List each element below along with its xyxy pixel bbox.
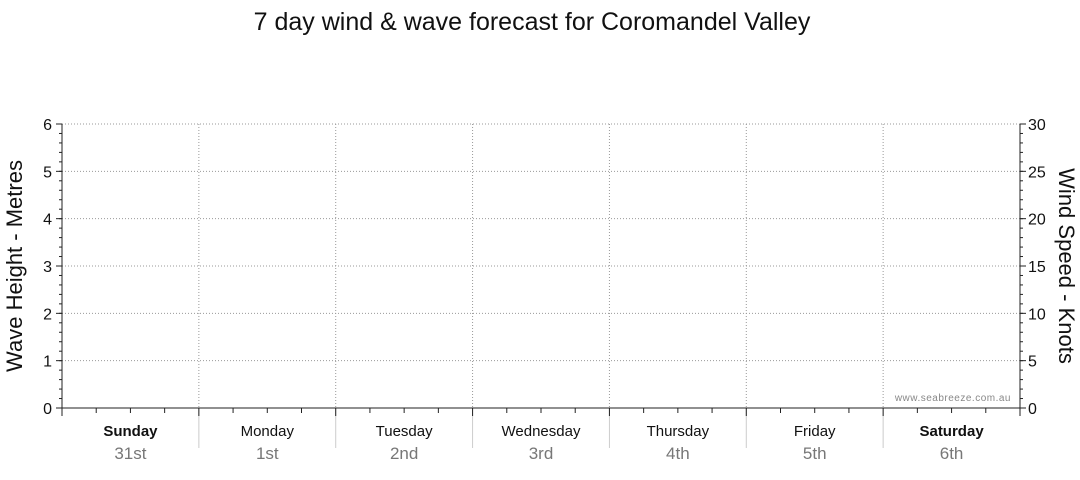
day-date-label: 1st xyxy=(256,444,279,463)
day-name-label: Tuesday xyxy=(376,423,433,440)
day-date-label: 5th xyxy=(803,444,827,463)
y-axis-label-right: Wind Speed - Knots xyxy=(1054,168,1079,364)
chart-title: 7 day wind & wave forecast for Coromande… xyxy=(254,8,811,36)
y-right-tick-label: 0 xyxy=(1028,401,1037,418)
y-right-tick-label: 25 xyxy=(1028,164,1046,181)
day-name-label: Monday xyxy=(241,423,295,440)
day-labels: Sunday 31st Monday 1st Tuesday 2nd Wednesday 3r… xyxy=(103,423,984,463)
y-right-tick-label: 20 xyxy=(1028,212,1046,229)
watermark-text: www.seabreeze.com.au xyxy=(894,393,1011,404)
axes xyxy=(56,123,1026,448)
day-date-label: 3rd xyxy=(529,444,554,463)
y-left-tick-label: 4 xyxy=(43,212,52,229)
y-left-tick-label: 1 xyxy=(43,354,52,371)
y-right-tick-label: 5 xyxy=(1028,354,1037,371)
y-left-tick-label: 0 xyxy=(43,401,52,418)
y-right-tick-label: 30 xyxy=(1028,117,1046,134)
day-name-label: Thursday xyxy=(647,423,710,440)
day-date-label: 4th xyxy=(666,444,690,463)
day-name-label: Wednesday xyxy=(502,423,581,440)
y-left-tick-label: 6 xyxy=(43,117,52,134)
day-date-label: 31st xyxy=(114,444,146,463)
day-name-label: Friday xyxy=(794,423,836,440)
grid-lines xyxy=(62,123,1020,408)
y-left-tick-label: 2 xyxy=(43,306,52,323)
y-right-tick-label: 15 xyxy=(1028,259,1046,276)
y-right-tick-label: 10 xyxy=(1028,306,1046,323)
day-name-label: Sunday xyxy=(103,423,158,440)
day-date-label: 2nd xyxy=(390,444,418,463)
day-name-label: Saturday xyxy=(919,423,984,440)
y-left-tick-label: 3 xyxy=(43,259,52,276)
day-date-label: 6th xyxy=(940,444,964,463)
y-left-tick-label: 5 xyxy=(43,164,52,181)
y-axis-label-left: Wave Height - Metres xyxy=(2,160,27,372)
tick-labels: 0 1 2 3 4 5 6 0 5 10 15 20 25 30 xyxy=(43,117,1046,418)
